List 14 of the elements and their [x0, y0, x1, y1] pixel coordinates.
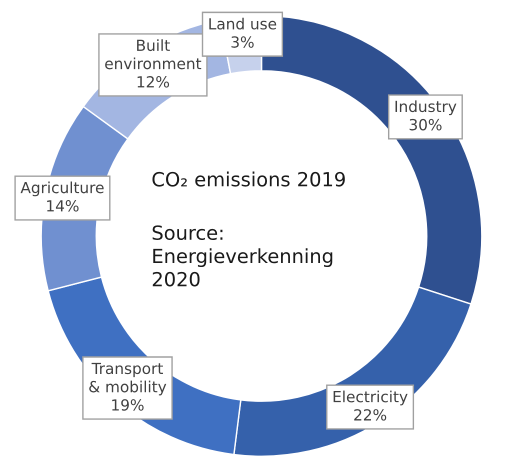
slice-label: Agriculture — [20, 182, 104, 196]
slice-label: Electricity — [334, 390, 408, 406]
data-label: 22% — [354, 409, 386, 421]
source-note: Source: Energieverkenning 2020 — [152, 225, 332, 287]
text: CO₂ emissions 2019 — [152, 172, 345, 187]
data-label: 3% — [231, 36, 254, 48]
data-label: 14% — [47, 200, 79, 212]
slice-label: Land use — [209, 18, 276, 30]
data-label: 19% — [112, 399, 144, 411]
slice-label: Industry — [396, 100, 456, 116]
slice-label: Transport & mobility — [89, 362, 166, 396]
data-label: 12% — [138, 76, 170, 88]
data-label: 30% — [410, 118, 442, 130]
slice-label: Built environment — [105, 39, 202, 70]
